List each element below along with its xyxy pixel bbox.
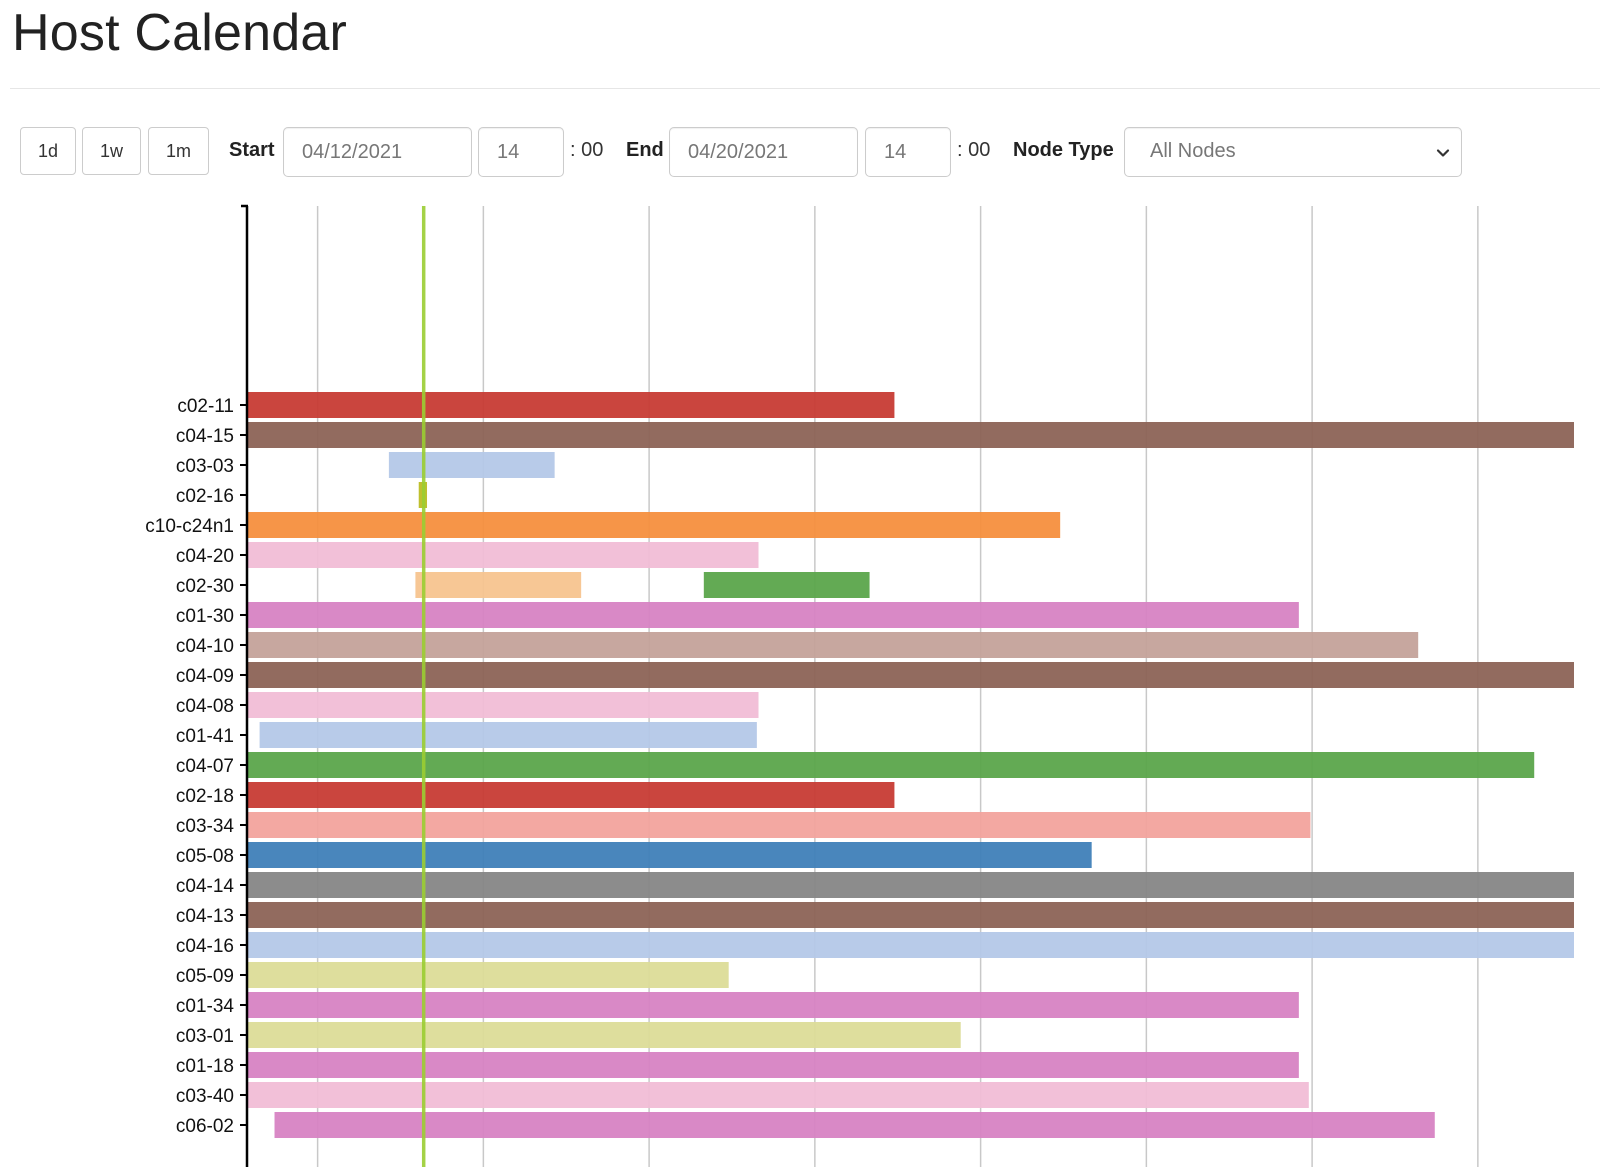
host-bar [248, 992, 1299, 1018]
host-label: c05-08 [176, 846, 234, 867]
host-label: c04-13 [176, 906, 234, 927]
host-label: c04-08 [176, 696, 234, 717]
host-bar [248, 872, 1574, 898]
host-bar [248, 602, 1299, 628]
host-bar [388, 452, 555, 478]
host-label: c04-16 [176, 936, 234, 957]
page-title: Host Calendar [12, 4, 347, 62]
end-date-input[interactable] [669, 127, 858, 177]
node-type-selected-value: All Nodes [1150, 140, 1236, 162]
host-label: c01-34 [176, 996, 235, 1017]
chevron-down-icon [1436, 149, 1450, 157]
host-bar [248, 932, 1574, 958]
host-label: c01-18 [176, 1056, 234, 1077]
host-bar [248, 512, 1061, 538]
host-bar [248, 1052, 1299, 1078]
end-label: End [626, 139, 664, 161]
host-label: c02-30 [176, 576, 234, 597]
host-bar [248, 782, 895, 808]
end-minutes-text: : 00 [957, 139, 991, 161]
host-bar [248, 662, 1574, 688]
host-bar [248, 1082, 1309, 1108]
toolbar: 1d 1w 1m Start : 00 End : 00 Node Type A… [20, 127, 1480, 177]
start-date-input[interactable] [283, 127, 472, 177]
host-label: c04-07 [176, 756, 234, 777]
end-hour-input[interactable] [865, 127, 951, 177]
range-1d-button[interactable]: 1d [20, 127, 76, 175]
host-bar [248, 422, 1574, 448]
range-1w-button[interactable]: 1w [82, 127, 141, 175]
host-label: c04-10 [176, 636, 234, 657]
host-bar [248, 692, 759, 718]
host-label: c04-09 [176, 666, 234, 687]
host-label: c03-01 [176, 1026, 234, 1047]
host-bar [248, 902, 1574, 928]
host-bar [248, 812, 1311, 838]
start-minutes-text: : 00 [570, 139, 604, 161]
host-calendar-chart: c02-11 c04-15 c03-03 c02-16 c10-c24n1 c04-20 c… [0, 200, 1600, 1167]
host-label: c04-15 [176, 426, 234, 447]
node-type-label: Node Type [1013, 139, 1114, 161]
range-1m-button[interactable]: 1m [148, 127, 209, 175]
host-label: c05-09 [176, 966, 234, 987]
host-label: c02-16 [176, 486, 234, 507]
host-bar [415, 572, 582, 598]
host-label: c01-41 [176, 726, 234, 747]
host-bar [248, 962, 729, 988]
host-bar [703, 572, 870, 598]
timeline-svg: c02-11 c04-15 c03-03 c02-16 c10-c24n1 c04-20 c… [145, 204, 1574, 1167]
host-label: c06-02 [176, 1116, 234, 1137]
host-label: c03-40 [176, 1086, 234, 1107]
host-bar [248, 842, 1092, 868]
host-bar [248, 542, 759, 568]
host-bar [274, 1112, 1435, 1138]
host-label: c02-11 [177, 396, 234, 417]
host-label: c04-14 [176, 876, 235, 897]
host-label: c04-20 [176, 546, 234, 567]
host-bar [248, 1022, 961, 1048]
host-label: c03-03 [176, 456, 234, 477]
host-label: c01-30 [176, 606, 234, 627]
host-label: c10-c24n1 [145, 516, 234, 537]
host-bar [248, 632, 1419, 658]
start-hour-input[interactable] [478, 127, 564, 177]
host-label: c02-18 [176, 786, 234, 807]
start-label: Start [229, 139, 275, 161]
node-type-select[interactable]: All Nodes [1124, 127, 1462, 177]
host-label: c03-34 [176, 816, 235, 837]
host-bar [259, 722, 757, 748]
host-bar [248, 392, 895, 418]
host-bar [248, 752, 1535, 778]
title-divider [10, 88, 1600, 89]
